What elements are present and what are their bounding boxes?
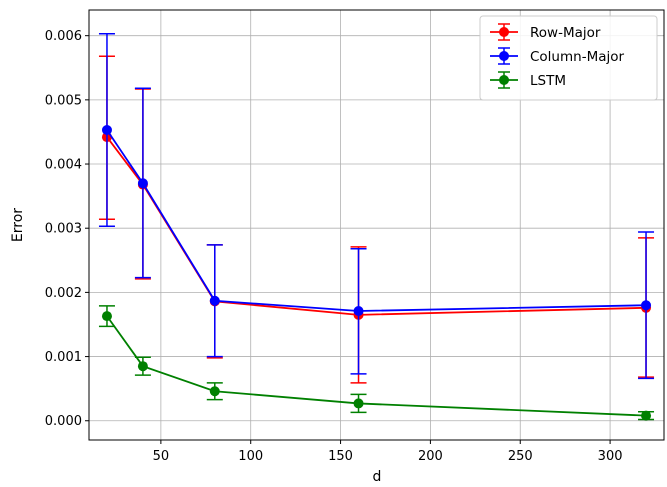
y-tick-label: 0.006 bbox=[45, 29, 82, 44]
series-column-major bbox=[98, 32, 655, 380]
y-tick-label: 0.005 bbox=[45, 93, 82, 108]
data-point bbox=[209, 386, 220, 397]
y-tick-label: 0.002 bbox=[45, 286, 82, 301]
data-point bbox=[641, 410, 652, 421]
plot-frame bbox=[88, 9, 665, 441]
legend-entry: Column-Major bbox=[490, 47, 625, 65]
x-tick-label: 250 bbox=[508, 449, 533, 464]
legend-entry: LSTM bbox=[490, 71, 566, 89]
x-tick-label: 150 bbox=[328, 449, 353, 464]
series-line bbox=[106, 315, 647, 417]
data-point bbox=[209, 295, 220, 306]
legend-label: Row-Major bbox=[530, 25, 601, 41]
legend-entry: Row-Major bbox=[490, 23, 601, 41]
legend-marker bbox=[499, 51, 509, 61]
legend-label: LSTM bbox=[530, 73, 566, 89]
legend-marker bbox=[499, 27, 509, 37]
x-tick-label: 200 bbox=[418, 449, 443, 464]
data-point bbox=[641, 300, 652, 311]
y-tick-label: 0.000 bbox=[45, 414, 82, 429]
series-layer bbox=[98, 32, 655, 421]
data-point bbox=[101, 125, 112, 136]
x-tick-label: 300 bbox=[598, 449, 623, 464]
legend-label: Column-Major bbox=[530, 49, 625, 65]
data-point bbox=[101, 311, 112, 322]
legend-box bbox=[479, 15, 658, 101]
y-tick-label: 0.003 bbox=[45, 222, 82, 237]
data-point bbox=[137, 361, 148, 372]
x-tick-label: 50 bbox=[153, 449, 170, 464]
data-point bbox=[353, 398, 364, 409]
y-tick-label: 0.004 bbox=[45, 158, 82, 173]
series-row-major bbox=[98, 55, 655, 384]
data-point bbox=[353, 306, 364, 316]
legend: Row-Major Column-Major LSTM bbox=[479, 15, 658, 101]
series-line bbox=[106, 129, 647, 312]
axes: 50 100 150 200 250 300 0.000 0.001 0.002 0.003 0.0… bbox=[45, 9, 665, 464]
y-tick-label: 0.001 bbox=[45, 350, 82, 365]
x-tick-label: 100 bbox=[238, 449, 263, 464]
y-axis-label: Error bbox=[10, 208, 26, 242]
x-axis-label: d bbox=[373, 469, 382, 485]
series-lstm bbox=[98, 305, 655, 421]
legend-marker bbox=[499, 75, 509, 85]
data-point bbox=[137, 178, 148, 189]
